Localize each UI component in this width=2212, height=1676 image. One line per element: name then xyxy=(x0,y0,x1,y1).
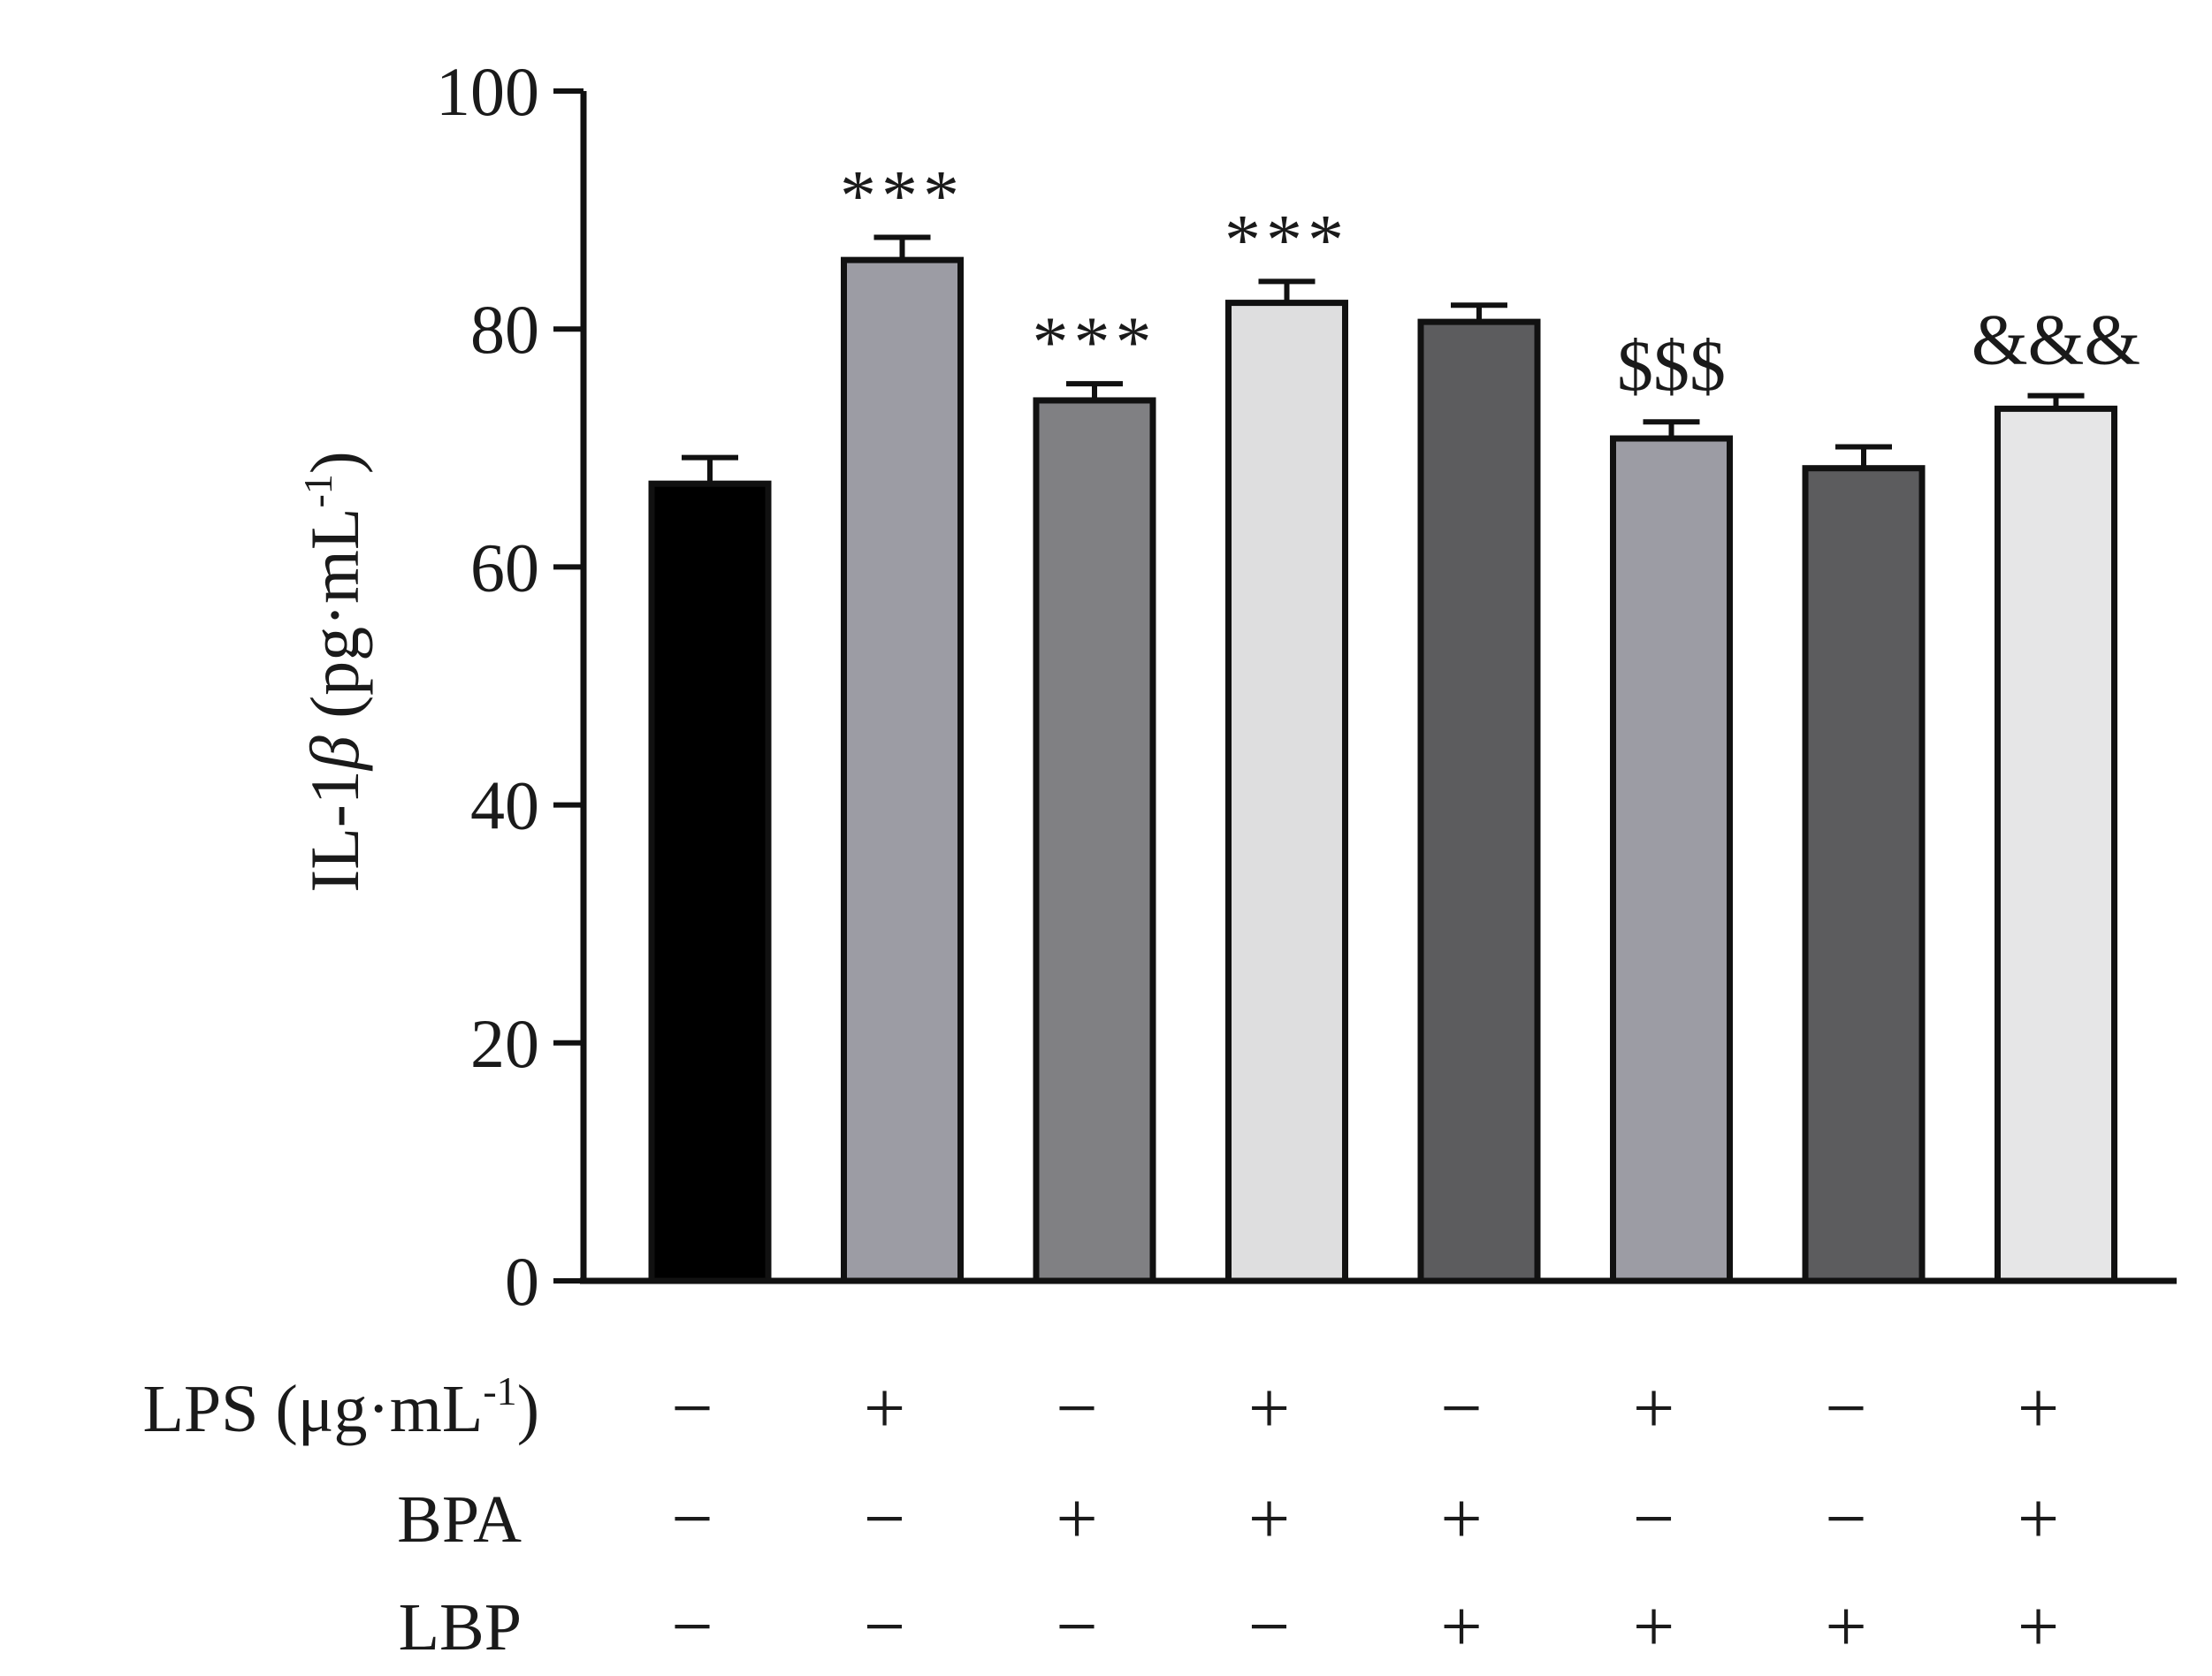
condition-sign: − xyxy=(671,1478,713,1560)
condition-sign: − xyxy=(671,1367,713,1450)
condition-sign: + xyxy=(1825,1586,1866,1668)
y-axis-label-main: IL-1 xyxy=(296,770,373,893)
y-axis-label-unit: (pg·mL xyxy=(296,508,373,736)
bar xyxy=(1033,397,1156,1284)
y-axis-label: IL-1β (pg·mL-1) xyxy=(295,451,373,893)
bar xyxy=(841,256,964,1284)
condition-sign: + xyxy=(1440,1586,1482,1668)
condition-sign: − xyxy=(864,1586,905,1668)
y-axis-label-unit-sup: -1 xyxy=(295,474,340,507)
condition-sign: + xyxy=(864,1367,905,1450)
condition-sign: − xyxy=(864,1478,905,1560)
condition-label: LPS (μg·mL-1) xyxy=(142,1368,539,1446)
condition-sign: + xyxy=(1633,1586,1674,1668)
condition-sign: − xyxy=(1056,1586,1097,1668)
condition-sign: + xyxy=(1248,1367,1290,1450)
bars xyxy=(648,234,2117,1284)
condition-sign: − xyxy=(1825,1367,1866,1450)
significance-annotations: *** *** *** $$$ &&& xyxy=(840,156,2140,407)
y-tick-label: 100 xyxy=(436,53,539,130)
y-tick-label: 20 xyxy=(470,1005,539,1082)
condition-sign: − xyxy=(1633,1478,1674,1560)
condition-sign: − xyxy=(1825,1478,1866,1560)
y-tick-label: 80 xyxy=(470,291,539,368)
condition-sign: − xyxy=(1248,1586,1290,1668)
condition-sign: − xyxy=(1440,1367,1482,1450)
bar xyxy=(1802,465,1926,1284)
condition-sign: − xyxy=(671,1586,713,1668)
significance-label: *** xyxy=(1033,301,1157,382)
y-tick-label: 60 xyxy=(470,529,539,606)
condition-sign: + xyxy=(1056,1478,1097,1560)
y-tick-label: 40 xyxy=(470,767,539,844)
condition-sign: + xyxy=(2017,1478,2059,1560)
significance-label: *** xyxy=(1224,199,1349,279)
condition-sign: + xyxy=(2017,1367,2059,1450)
bar xyxy=(1610,435,1733,1284)
significance-label: $$$ xyxy=(1617,325,1726,406)
condition-sign: + xyxy=(1248,1478,1290,1560)
condition-sign: − xyxy=(1056,1367,1097,1450)
significance-label: &&& xyxy=(1972,300,2140,380)
bar xyxy=(648,480,772,1284)
condition-label: LBP xyxy=(399,1590,522,1665)
condition-sign: + xyxy=(1440,1478,1482,1560)
condition-sign: + xyxy=(1633,1367,1674,1450)
condition-table: LPS (μg·mL-1) − + − + − + − + BPA − − + + + − − + LBP − − − − +… xyxy=(142,1367,2059,1668)
y-axis-label-unit-close: ) xyxy=(296,451,373,474)
y-axis-label-symbol: β xyxy=(296,735,373,772)
significance-label: *** xyxy=(840,156,965,236)
bar xyxy=(1225,300,1348,1284)
y-tick-label: 0 xyxy=(505,1243,539,1320)
condition-sign: + xyxy=(2017,1586,2059,1668)
bar xyxy=(1417,318,1541,1284)
bar xyxy=(1995,405,2117,1284)
condition-label: BPA xyxy=(397,1482,522,1557)
